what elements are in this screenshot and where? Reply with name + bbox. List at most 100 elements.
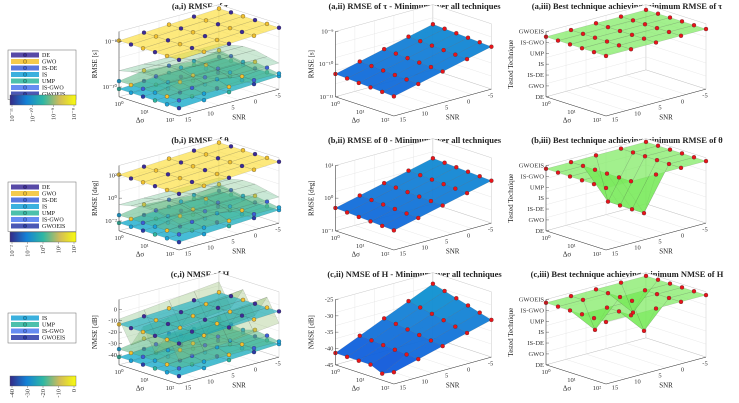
surface-marker [368, 362, 373, 367]
surface-marker [201, 225, 207, 230]
surface-marker [441, 181, 446, 187]
z-tick-label: 10¹ [325, 163, 334, 170]
legend-marker [23, 217, 27, 222]
colorbar-tick-label: -30 [25, 389, 32, 398]
x-axis-label: Δσ [136, 384, 145, 392]
legend-label: IS-DE [42, 198, 58, 204]
x-tick-label: 10⁰ [331, 234, 341, 242]
surface-marker [152, 358, 158, 363]
surface-marker [654, 25, 660, 31]
surface-marker [239, 74, 245, 79]
surface-marker [630, 150, 636, 155]
y-tick-label: 15 [400, 385, 407, 392]
z-tick-label: GWOEIS [519, 29, 545, 36]
z-tick-label: -40 [108, 352, 117, 359]
axis-line [545, 96, 607, 117]
x-tick-label: 10² [381, 117, 390, 124]
surface-marker [153, 208, 159, 213]
surface-marker [177, 325, 183, 330]
surface-marker [429, 43, 435, 48]
colorbar-tick-label: 10⁻¹⁰ [29, 108, 37, 123]
z-tick-label: UMP [530, 184, 544, 191]
surface-marker [368, 219, 373, 224]
axis-line [118, 96, 180, 117]
surface-marker [641, 36, 647, 41]
panel: (a,i) RMSE of τ 10⁻⁸ 10⁻¹⁰ RMSE [s] 10⁰ 10¹ 10… [91, 1, 282, 124]
surface-marker [618, 280, 624, 285]
surface-marker [240, 14, 246, 19]
grid-line [645, 324, 707, 345]
surface-marker [176, 57, 182, 63]
surface-marker [177, 213, 183, 219]
x-tick-label: 10⁰ [331, 100, 341, 108]
surface-marker [654, 157, 660, 163]
surface-marker [393, 51, 399, 56]
grid-line [625, 343, 687, 363]
z-tick-label: -25 [325, 297, 334, 304]
surface-marker [642, 288, 648, 293]
surface-patch [205, 178, 244, 188]
surface-patch [118, 63, 157, 73]
surface-marker [464, 330, 470, 336]
surface-marker [568, 159, 574, 165]
surface-marker [641, 328, 647, 333]
z-tick-label: DE [535, 94, 544, 101]
legend-label: DE [42, 185, 50, 191]
surface-marker [356, 358, 361, 363]
z-tick-label: IS [538, 195, 544, 202]
surface-patch [229, 49, 268, 64]
x-tick-label: 10² [593, 117, 602, 124]
surface-marker [416, 81, 421, 87]
x-tick-label: 10⁰ [114, 234, 124, 242]
surface-marker [264, 333, 270, 338]
x-tick-label: 10⁰ [541, 234, 551, 242]
surface-marker [391, 94, 397, 99]
surface-marker [454, 31, 459, 36]
grid-line [545, 324, 647, 352]
surface-marker [177, 42, 183, 47]
axis-line [393, 222, 492, 251]
z-tick-label: 10⁻¹ [322, 228, 334, 235]
surface-marker [442, 26, 447, 31]
legend-label: UMP [42, 211, 56, 217]
surface-marker [202, 167, 208, 173]
surface-patch [191, 203, 230, 218]
surface-marker [164, 337, 170, 342]
surface-marker [240, 59, 246, 65]
y-tick-label: -5 [702, 92, 707, 99]
axis-line [545, 230, 607, 251]
surface-marker [214, 210, 220, 216]
surface-marker [593, 287, 599, 292]
surface-patch [216, 197, 255, 211]
z-axis-label: Tested Technique [507, 308, 515, 357]
x-tick-label: 10¹ [140, 243, 149, 250]
surface-marker [405, 189, 410, 195]
surface-marker [679, 285, 685, 290]
y-tick-label: 10 [634, 245, 641, 252]
surface-marker [264, 199, 270, 204]
axis-line [605, 356, 707, 385]
surface-marker [214, 321, 220, 326]
axis-line [335, 96, 394, 117]
surface-marker [128, 350, 134, 356]
y-tick-label: -5 [488, 92, 493, 99]
surface-patch [167, 193, 206, 205]
y-tick-label: 5 [658, 373, 661, 380]
surface-marker [165, 213, 171, 219]
surface-patch [143, 57, 182, 66]
legend-marker [23, 316, 27, 320]
surface-marker [477, 174, 482, 179]
surface-marker [203, 62, 209, 67]
surface-marker [190, 30, 196, 35]
legend-label: IS-DE [42, 66, 58, 72]
surface-patch [241, 56, 280, 70]
surface-marker [666, 29, 672, 35]
surface-marker [190, 164, 196, 169]
surface-marker [593, 21, 599, 26]
axis-line [118, 230, 180, 251]
surface-marker [405, 327, 410, 332]
surface-patch [166, 210, 205, 225]
axis-line [605, 222, 707, 251]
surface-marker [667, 281, 673, 286]
z-tick-label: -45 [325, 362, 334, 369]
